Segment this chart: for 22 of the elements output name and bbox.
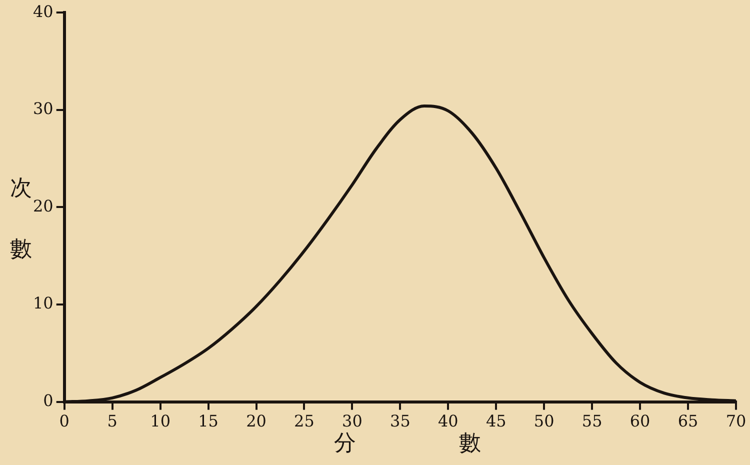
x-tick-label: 65 [678,412,698,431]
y-axis-title: 次數 [8,160,33,280]
y-tick-label: 30 [33,99,54,118]
x-tick-label: 70 [726,412,746,431]
x-tick-label: 15 [198,412,218,431]
y-tick-label: 20 [33,196,54,216]
x-tick-label: 40 [438,412,458,431]
x-tick-label: 60 [630,412,650,431]
y-tick-label: 10 [33,294,54,313]
x-tick-label: 45 [486,412,506,431]
x-tick-label: 10 [150,412,170,431]
y-tick-label: 40 [33,2,54,21]
x-tick-label: 50 [534,412,554,431]
x-tick-label: 25 [294,412,314,431]
x-tick-label: 5 [107,412,118,431]
x-tick-label: 0 [59,412,70,431]
x-tick-label: 35 [390,412,410,431]
x-axis-title: 分數 [334,431,584,456]
x-tick-label: 30 [342,412,362,431]
y-tick-label: 0 [43,390,54,410]
x-tick-label: 20 [246,412,266,431]
x-tick-label: 55 [582,412,602,431]
